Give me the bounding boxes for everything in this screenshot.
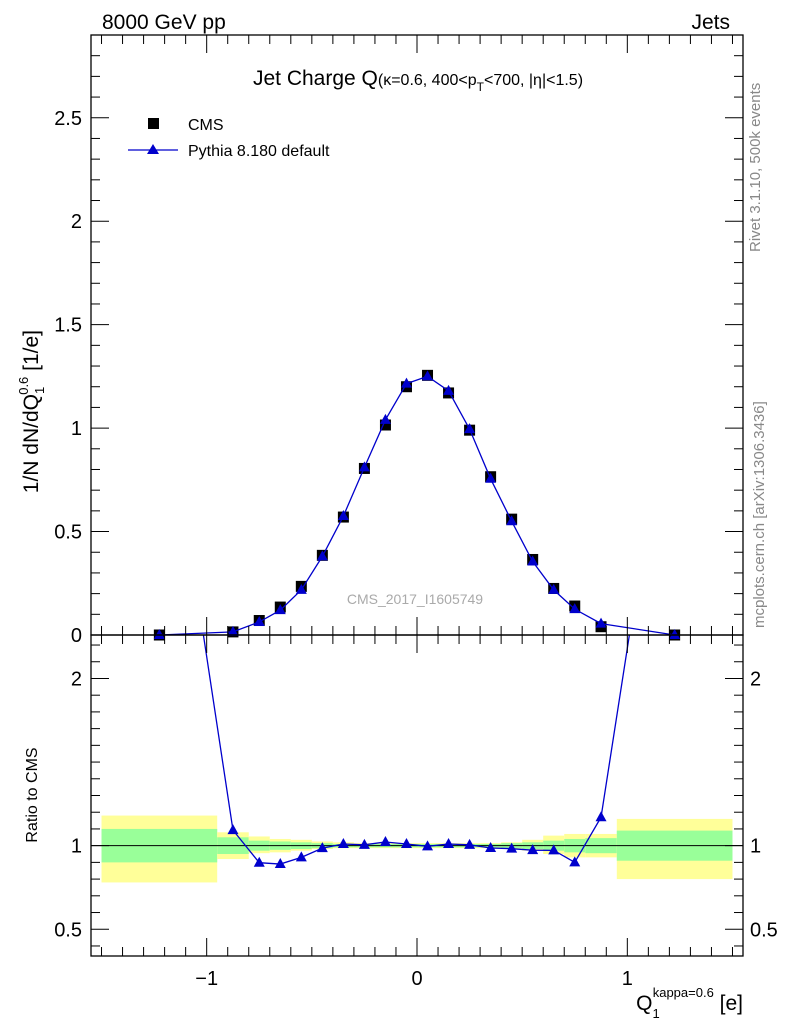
ratio-pythia-point [154,338,165,348]
pythia-point [569,603,581,614]
legend-cms-label: CMS [188,117,224,134]
pythia-point [337,510,349,521]
rivet-label: Rivet 3.1.10, 500k events [747,83,764,252]
main-ylabel: 1/N dN/dQ10.6 [1/e] [16,330,47,493]
pythia-point [227,625,239,636]
pythia-point [527,555,539,566]
ratio-pythia-point [443,837,455,848]
main-y-tick-label: 0 [71,625,82,647]
ratio-series [91,338,743,869]
pythia-point [316,550,328,561]
x-tick-label: 0 [411,968,422,990]
pythia-point [443,384,455,395]
header-right: Jets [691,11,730,34]
title-detail-b: <700, |η|<1.5) [484,72,583,89]
header-left: 8000 GeV pp [102,11,226,34]
ratio-pythia-point [548,844,560,855]
pythia-point [379,413,391,424]
ratio-y-tick-label-left: 0.5 [54,919,82,941]
pythia-point [358,461,370,472]
legend-pythia-label: Pythia 8.180 default [188,143,330,160]
ratio-pythia-point [464,838,476,849]
cms-point [379,419,391,431]
legend-pythia-marker [147,144,159,154]
ratio-pythia-line [202,635,631,865]
xlabel-base: Q [636,992,652,1015]
xlabel-sup: kappa=0.6 [653,985,714,1000]
main-y-tick-label: 2.5 [54,108,82,130]
ylabel-sup: 0.6 [16,377,31,395]
xlabel: Q1 kappa=0.6 [e] [636,985,743,1021]
ratio-pythia-point [422,840,434,851]
x-tick-label: 1 [622,968,633,990]
ratio-pythia-point [316,842,328,853]
ratio-y-tick-label-right: 2 [750,668,761,690]
ylabel-base: 1/N dN/dQ [20,394,43,493]
pythia-point [153,629,165,639]
ratio-pythia-point [337,837,349,848]
main-y-tick-label: 1 [71,418,82,440]
axes: −1 0 1 0 0.5 1 1.5 2 2.5 0.5 0.5 1 1 2 2 [54,34,778,990]
ratio-pythia-point [400,837,412,848]
ratio-pythia-point [379,835,391,846]
main-title: Jet Charge Q(κ=0.6, 400<pT<700, |η|<1.5) [253,67,583,94]
ratio-y-tick-label-left: 1 [71,836,82,858]
ratio-pythia-point [227,824,239,835]
pythia-point [485,472,497,483]
xlabel-unit: [e] [714,992,743,1015]
main-y-tick-label: 2 [71,211,82,233]
pythia-point [274,604,286,615]
ratio-pythia-point [485,841,497,852]
ylabel-sub: 1 [32,387,47,394]
ratio-series-group [91,338,743,869]
pythia-point [669,629,681,639]
title-main: Jet Charge Q [253,67,378,90]
pythia-point [548,583,560,594]
pythia-point [595,617,607,628]
pythia-point [506,515,518,526]
main-y-tick-label: 1.5 [54,315,82,337]
ratio-ylabel: Ratio to CMS [24,747,41,842]
pythia-point [464,423,476,434]
ratio-pythia-point [595,811,607,822]
pythia-point [400,377,412,388]
title-detail-sub: T [477,80,485,94]
legend-cms-marker [148,118,159,129]
ratio-pythia-point [358,838,370,849]
ratio-pythia-point [527,844,539,855]
ratio-pythia-point [569,856,581,867]
ratio-frame [90,634,744,957]
pythia-point [422,370,434,381]
ratio-y-tick-label-right: 1 [750,836,761,858]
ratio-bands [101,815,733,883]
pythia-point [295,583,307,594]
ratio-y-tick-label-right: 0.5 [750,919,778,941]
pythia-point [253,615,265,626]
main-y-tick-label: 0.5 [54,522,82,544]
ratio-y-tick-label-left: 2 [71,668,82,690]
mcplots-label: mcplots.cern.ch [arXiv:1306.3436] [751,401,768,628]
ratio-pythia-point [274,858,286,869]
x-tick-label: −1 [195,968,218,990]
ratio-pythia-point [506,842,518,853]
ratio-pythia-point [669,338,680,348]
xlabel-sub: 1 [652,1006,659,1021]
legend: CMS Pythia 8.180 default [128,117,330,160]
ylabel-unit: [1/e] [20,330,43,377]
analysis-watermark: CMS_2017_I1605749 [347,591,483,607]
ratio-pythia-point [295,851,307,862]
title-detail-a: (κ=0.6, 400<p [378,72,477,89]
pythia-line [159,375,675,636]
ratio-pythia-point [253,856,265,867]
